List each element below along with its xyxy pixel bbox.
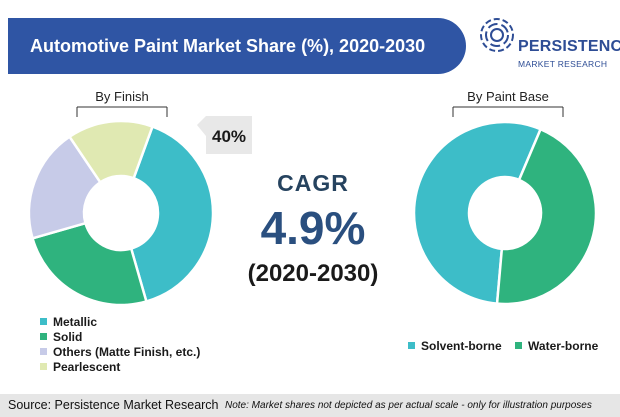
legend-label-others: Others (Matte Finish, etc.) bbox=[53, 345, 201, 359]
base-chart-title: By Paint Base bbox=[467, 89, 549, 104]
legend-label-pearlescent: Pearlescent bbox=[53, 360, 121, 374]
legend-item-others: Others (Matte Finish, etc.) bbox=[40, 345, 200, 360]
legend-label-solvent: Solvent-borne bbox=[421, 339, 502, 353]
legend-label-metallic: Metallic bbox=[53, 315, 98, 329]
legend-swatch-pearlescent bbox=[40, 363, 47, 371]
legend-swatch-water bbox=[515, 342, 523, 350]
finish-slice-metallic bbox=[129, 124, 215, 303]
base-legend: Solvent-borne Water-borne bbox=[408, 339, 608, 353]
finish-callout-label: 40% bbox=[212, 127, 246, 146]
cagr-period: (2020-2030) bbox=[247, 260, 379, 287]
source-text: Source: Persistence Market Research bbox=[8, 398, 219, 412]
legend-item-solvent: Solvent-borne bbox=[408, 339, 502, 353]
paint-base-donut bbox=[412, 120, 598, 306]
title-banner: Automotive Paint Market Share (%), 2020-… bbox=[8, 18, 466, 74]
legend-item-metallic: Metallic bbox=[40, 315, 200, 330]
finish-slice-others bbox=[27, 134, 103, 240]
note-text: Note: Market shares not depicted as per … bbox=[225, 400, 592, 411]
legend-swatch-solid bbox=[40, 333, 47, 341]
base-slice-water bbox=[495, 127, 598, 306]
finish-slice-solid bbox=[31, 221, 148, 307]
legend-label-water: Water-borne bbox=[528, 339, 599, 353]
finish-legend: Metallic Solid Others (Matte Finish, etc… bbox=[40, 315, 200, 375]
legend-item-pearlescent: Pearlescent bbox=[40, 360, 200, 375]
footer-bar: Source: Persistence Market Research Note… bbox=[0, 394, 620, 417]
finish-donut bbox=[27, 119, 215, 307]
legend-swatch-solvent bbox=[408, 342, 415, 350]
legend-item-solid: Solid bbox=[40, 330, 200, 345]
legend-label-solid: Solid bbox=[53, 330, 83, 344]
legend-swatch-others bbox=[40, 348, 47, 356]
cagr-label: CAGR bbox=[277, 170, 349, 196]
cagr-value: 4.9% bbox=[260, 202, 366, 254]
logo-wordmark: PERSISTENCE bbox=[518, 38, 620, 55]
legend-item-water: Water-borne bbox=[515, 339, 598, 353]
finish-chart-title: By Finish bbox=[95, 89, 148, 104]
logo-tagline: MARKET RESEARCH bbox=[518, 59, 608, 69]
legend-swatch-metallic bbox=[40, 318, 47, 326]
finish-slice-pearlescent bbox=[67, 119, 155, 185]
logo-rings-icon bbox=[480, 18, 514, 52]
base-slice-solvent bbox=[412, 120, 543, 306]
finish-callout-box bbox=[197, 116, 252, 154]
persistence-logo: PERSISTENCE MARKET RESEARCH bbox=[478, 14, 620, 74]
page-title: Automotive Paint Market Share (%), 2020-… bbox=[30, 36, 426, 56]
